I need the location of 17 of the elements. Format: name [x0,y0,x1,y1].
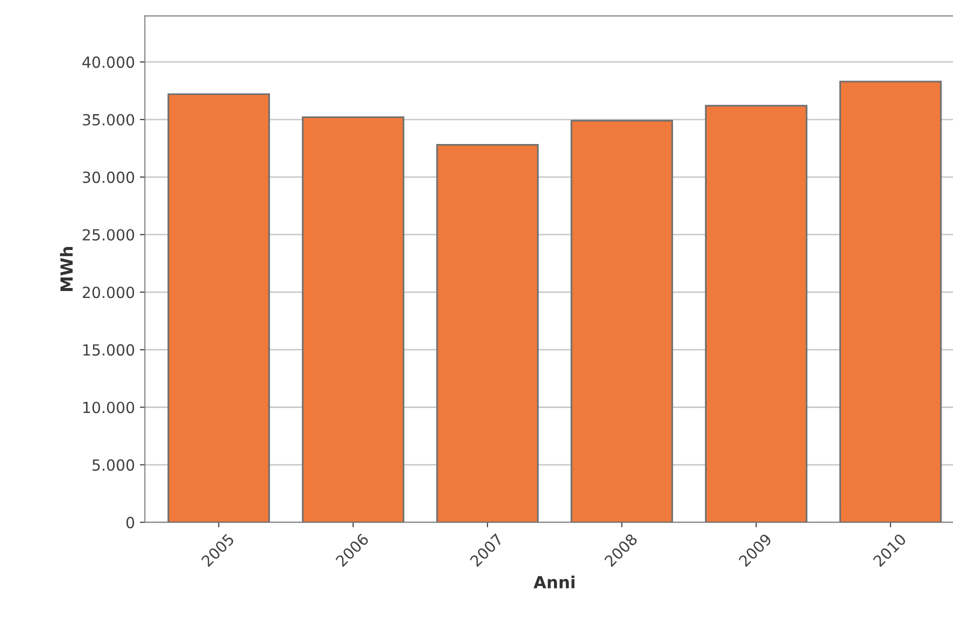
y-axis-title: MWh [60,247,73,292]
bar [168,93,270,522]
y-tick-label: 25.000 [82,229,134,241]
bar [839,80,942,522]
y-tick-label: 20.000 [82,286,134,298]
bar [704,104,808,522]
bar [570,120,674,522]
y-tick-label: 0 [126,516,134,528]
x-axis-title: Anni [534,576,574,588]
y-tick-label: 35.000 [82,114,134,126]
y-tick-label: 10.000 [83,402,134,414]
bar [302,116,404,522]
y-tick-label: 30.000 [82,172,134,184]
bar [436,144,539,522]
y-tick-label: 5.000 [92,459,134,471]
y-tick-label: 40.000 [82,56,134,68]
y-tick-label: 15.000 [83,344,134,356]
